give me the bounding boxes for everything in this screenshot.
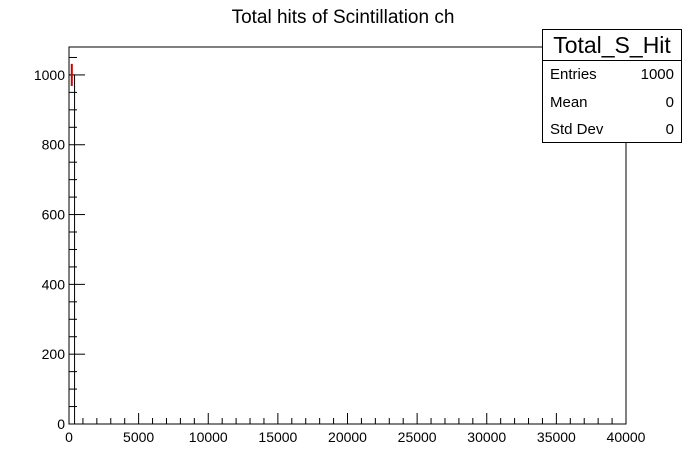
stats-label: Mean <box>550 93 588 111</box>
x-tick-label: 15000 <box>258 429 297 445</box>
stats-row-entries: Entries 1000 <box>543 61 681 89</box>
x-tick-label: 20000 <box>328 429 367 445</box>
x-tick-label: 0 <box>65 429 73 445</box>
stats-label: Std Dev <box>550 121 604 138</box>
y-tick-label: 600 <box>42 207 66 223</box>
y-tick-label: 0 <box>57 416 65 432</box>
x-tick-label: 10000 <box>189 429 228 445</box>
x-tick-label: 5000 <box>123 429 154 445</box>
stats-value: 1000 <box>640 66 674 83</box>
y-tick-label: 1000 <box>34 67 65 83</box>
stats-row-std-dev: Std Dev 0 <box>543 116 681 144</box>
stats-row-mean: Mean 0 <box>543 89 681 117</box>
stats-box-title: Total_S_Hit <box>543 30 681 61</box>
y-tick-label: 200 <box>42 346 66 362</box>
stats-value: 0 <box>665 121 674 138</box>
y-tick-label: 400 <box>42 276 66 292</box>
x-tick-label: 35000 <box>537 429 576 445</box>
y-axis: 0 200 400 600 800 1000 <box>34 56 85 432</box>
stats-label: Entries <box>550 66 597 83</box>
stats-value: 0 <box>665 93 674 111</box>
x-tick-label: 30000 <box>467 429 506 445</box>
x-axis: 0 5000 10000 15000 20000 25000 30000 35000 40000 <box>65 413 646 445</box>
y-tick-label: 800 <box>42 137 66 153</box>
histogram-bars <box>68 63 76 424</box>
chart-title: Total hits of Scintillation ch <box>232 7 455 28</box>
x-tick-label: 40000 <box>607 429 646 445</box>
x-tick-label: 25000 <box>398 429 437 445</box>
stats-box: Total_S_Hit Entries 1000 Mean 0 Std Dev … <box>542 29 682 143</box>
